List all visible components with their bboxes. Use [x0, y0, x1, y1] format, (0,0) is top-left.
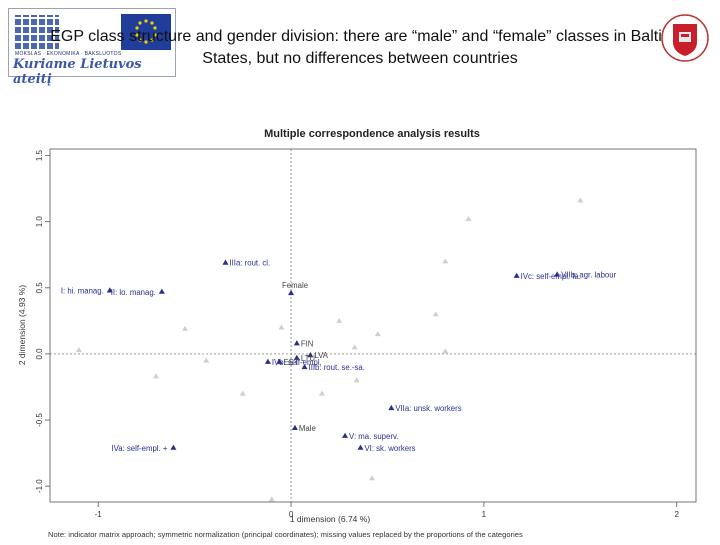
category-point: [170, 444, 177, 450]
background-point: [239, 390, 246, 396]
category-point: [291, 424, 298, 430]
x-tick-label: -1: [95, 510, 103, 519]
category-point: [222, 259, 229, 265]
category-point: [342, 432, 349, 438]
category-point: [554, 271, 561, 277]
x-tick-label: 1: [482, 510, 487, 519]
x-tick-label: 0: [289, 510, 294, 519]
category-point-label: VIIb: agr. labour: [561, 271, 616, 280]
background-point: [442, 258, 449, 264]
background-point: [351, 344, 358, 350]
category-point: [357, 444, 364, 450]
category-point: [388, 404, 395, 411]
plot-frame: [49, 148, 697, 503]
category-point-label: II: lo. manag.: [111, 288, 156, 297]
category-point-label: IVb: self-empl.: [272, 358, 322, 367]
eu-flag-icon: [121, 14, 171, 50]
category-point: [293, 340, 300, 346]
category-point-label: Female: [282, 281, 308, 290]
logo-brand-text: Kuriame Lietuvos ateitį: [13, 57, 142, 87]
category-point: [264, 358, 271, 364]
category-point-label: VIIa: unsk. workers: [395, 404, 461, 413]
category-point-label: VI: sk. workers: [364, 444, 415, 453]
background-point: [353, 377, 360, 383]
category-point: [106, 287, 113, 293]
category-point-label: LTU: [301, 354, 316, 363]
background-point: [181, 325, 188, 331]
chart-note: Note: indicator matrix approach; symmetr…: [48, 530, 523, 539]
chart-title: Multiple correspondence analysis results: [264, 128, 480, 140]
background-point: [577, 197, 584, 203]
background-point: [369, 475, 376, 481]
y-axis-label: 2 dimension (4.93 %): [17, 285, 27, 365]
background-point: [75, 346, 82, 352]
category-point-label: LVA: [314, 351, 328, 360]
category-point-label: IVc: self-empl. fa.: [521, 272, 581, 281]
category-point-label: IIIb: rout. se.-sa.: [309, 363, 365, 372]
y-tick-label: 1.0: [35, 216, 44, 228]
y-tick-label: 0.5: [35, 282, 44, 294]
category-point-label: IVa: self-empl. +: [111, 444, 167, 453]
y-tick-label: 0.0: [35, 348, 44, 360]
category-point: [276, 358, 283, 364]
category-point: [307, 352, 314, 358]
logo-small-text: MOKSLAS · EKONOMIKA · BAKSLUOTOS: [15, 51, 122, 57]
x-tick-label: 2: [674, 510, 679, 519]
background-point: [465, 216, 472, 222]
category-point-label: IIIa: rout. cl.: [229, 259, 270, 268]
university-crest-icon: [660, 10, 710, 68]
category-point-label: V: ma. superv.: [349, 432, 398, 441]
background-point: [278, 324, 285, 330]
category-point-label: FIN: [301, 339, 314, 348]
background-point: [318, 390, 325, 396]
category-point: [158, 288, 165, 294]
category-point-label: EST: [283, 358, 298, 367]
background-point: [336, 317, 343, 323]
category-point-label: I: hi. manag.: [61, 286, 104, 295]
slide-title: EGP class structure and gender division:…: [50, 28, 670, 67]
project-logo: MOKSLAS · EKONOMIKA · BAKSLUOTOS Kuriame…: [8, 8, 176, 87]
category-point: [513, 272, 520, 278]
y-tick-label: -0.5: [35, 413, 44, 427]
chart-frame: Multiple correspondence analysis results…: [8, 107, 712, 540]
x-axis-label: 1 dimension (6.74 %): [290, 514, 370, 524]
category-point-label: Male: [299, 424, 316, 433]
background-point: [153, 373, 160, 379]
background-point: [374, 331, 381, 337]
category-point: [288, 289, 295, 296]
background-point: [432, 311, 439, 317]
mca-scatter-chart: Multiple correspondence analysis results…: [17, 128, 697, 539]
background-point: [442, 348, 449, 354]
background-point: [268, 496, 275, 502]
background-point: [203, 357, 210, 363]
category-point: [301, 363, 308, 370]
category-point: [293, 354, 300, 360]
y-tick-label: -1.0: [35, 479, 44, 493]
y-tick-label: 1.5: [35, 150, 44, 162]
